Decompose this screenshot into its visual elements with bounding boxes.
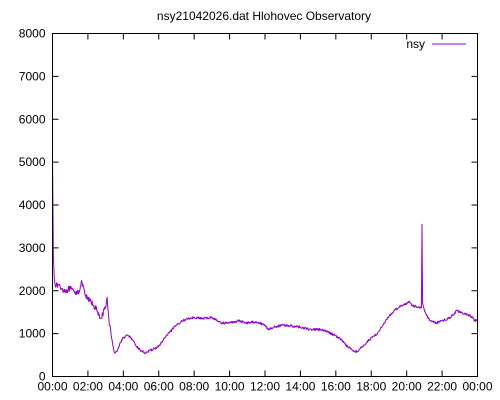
y-tick-label: 2000	[19, 284, 46, 298]
x-tick-label: 02:00	[73, 380, 103, 394]
axis-ticks: 00:00 02:00 04:00 06:00 08:00 10:00 12:00 14:00…	[19, 27, 493, 394]
x-tick-label: 00:00	[462, 380, 492, 394]
y-tick-label: 7000	[19, 69, 46, 83]
x-tick-label: 20:00	[392, 380, 422, 394]
x-tick-label: 14:00	[285, 380, 315, 394]
x-tick-label: 08:00	[179, 380, 209, 394]
x-tick-label: 22:00	[427, 380, 457, 394]
x-tick-label: 04:00	[108, 380, 138, 394]
plot-frame	[52, 33, 478, 377]
y-tick-label: 6000	[19, 112, 46, 126]
legend: nsy	[406, 37, 466, 51]
y-tick-label: 5000	[19, 155, 46, 169]
x-tick-label: 10:00	[215, 380, 245, 394]
chart-title: nsy21042026.dat Hlohovec Observatory	[157, 9, 371, 23]
x-tick-label: 18:00	[356, 380, 386, 394]
y-tick-label: 0	[39, 370, 46, 384]
x-tick-label: 06:00	[144, 380, 174, 394]
series-line-nsy	[52, 153, 478, 355]
x-tick-label: 00:00	[37, 380, 67, 394]
y-tick-label: 1000	[19, 327, 46, 341]
y-tick-label: 4000	[19, 198, 46, 212]
y-tick-label: 3000	[19, 241, 46, 255]
x-tick-label: 12:00	[250, 380, 280, 394]
x-tick-label: 16:00	[321, 380, 351, 394]
plot-series	[52, 153, 478, 355]
y-tick-label: 8000	[19, 27, 46, 41]
legend-label-nsy: nsy	[406, 37, 425, 51]
